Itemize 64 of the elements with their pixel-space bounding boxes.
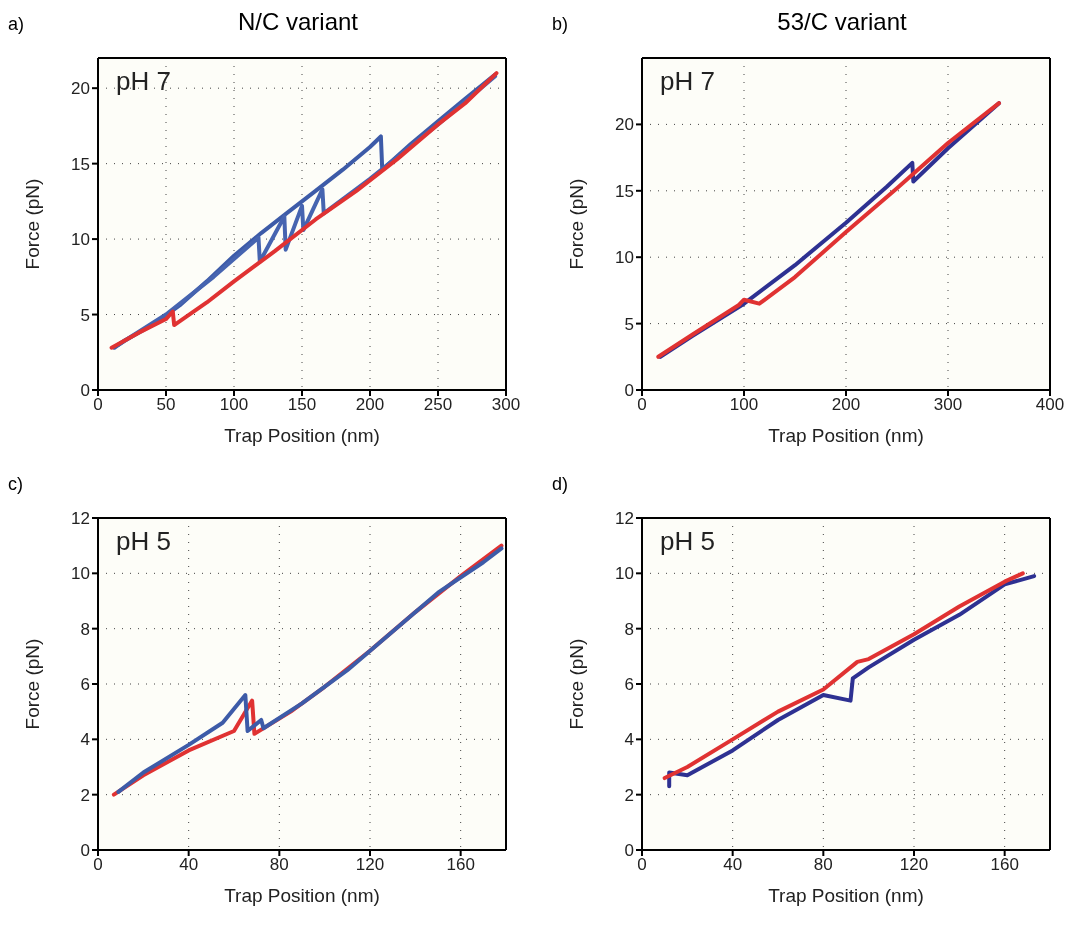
y-tick-label: 20 (71, 79, 90, 99)
x-tick-label: 300 (933, 395, 963, 415)
y-axis-title: Force (pN) (21, 638, 43, 730)
x-tick-label: 120 (899, 855, 929, 875)
x-tick-label: 0 (93, 395, 103, 415)
x-tick-label: 160 (446, 855, 475, 875)
x-tick-label: 40 (179, 855, 199, 875)
y-axis-title: Force (pN) (565, 638, 587, 730)
x-tick-label: 100 (729, 395, 759, 415)
x-axis-title: Trap Position (nm) (768, 425, 924, 446)
y-tick-label: 6 (624, 675, 634, 695)
x-tick-label: 50 (156, 395, 176, 415)
y-tick-label: 15 (71, 154, 90, 174)
y-tick-label: 20 (615, 115, 634, 135)
y-tick-label: 12 (615, 509, 634, 529)
y-tick-label: 10 (71, 564, 90, 584)
y-tick-label: 0 (624, 381, 634, 401)
annotation: pH 5 (116, 526, 171, 557)
y-axis-title: Force (pN) (565, 178, 587, 270)
y-axis-title: Force (pN) (21, 178, 43, 270)
y-tick-label: 0 (80, 381, 90, 401)
y-tick-label: 6 (80, 675, 90, 695)
x-tick-label: 80 (813, 855, 833, 875)
x-tick-label: 300 (491, 395, 521, 415)
text: b) (552, 14, 569, 35)
y-tick-label: 10 (71, 230, 90, 250)
y-tick-label: 5 (80, 305, 90, 325)
text: d) (552, 474, 569, 495)
chart-title: N/C variant (237, 8, 359, 35)
x-tick-label: 40 (723, 855, 743, 875)
x-tick-label: 100 (219, 395, 249, 415)
annotation: pH 7 (116, 66, 171, 97)
chart-title: 53/C variant (777, 8, 907, 35)
y-tick-label: 2 (624, 785, 634, 805)
x-tick-label: 0 (637, 855, 647, 875)
y-tick-label: 10 (615, 248, 634, 268)
x-tick-label: 0 (637, 395, 647, 415)
x-axis-title: Trap Position (nm) (224, 885, 380, 906)
text: a) (8, 14, 25, 35)
x-tick-label: 120 (355, 855, 385, 875)
x-tick-label: 150 (287, 395, 317, 415)
y-tick-label: 10 (615, 564, 634, 584)
y-tick-label: 0 (624, 841, 634, 861)
x-tick-label: 200 (831, 395, 861, 415)
x-tick-label: 160 (990, 855, 1019, 875)
text: c) (8, 474, 23, 495)
x-tick-label: 200 (355, 395, 385, 415)
annotation: pH 7 (660, 66, 715, 97)
x-tick-label: 250 (423, 395, 453, 415)
y-tick-label: 5 (624, 314, 634, 334)
y-tick-label: 8 (624, 619, 634, 639)
y-tick-label: 4 (624, 730, 634, 750)
annotation: pH 5 (660, 526, 715, 557)
x-axis-title: Trap Position (nm) (768, 885, 924, 906)
y-tick-label: 4 (80, 730, 90, 750)
x-tick-label: 400 (1035, 395, 1065, 415)
x-tick-label: 0 (93, 855, 103, 875)
y-tick-label: 8 (80, 619, 90, 639)
y-tick-label: 0 (80, 841, 90, 861)
x-axis-title: Trap Position (nm) (224, 425, 380, 446)
y-tick-label: 12 (71, 509, 90, 529)
x-tick-label: 80 (269, 855, 289, 875)
y-tick-label: 2 (80, 785, 90, 805)
y-tick-label: 15 (615, 181, 634, 201)
